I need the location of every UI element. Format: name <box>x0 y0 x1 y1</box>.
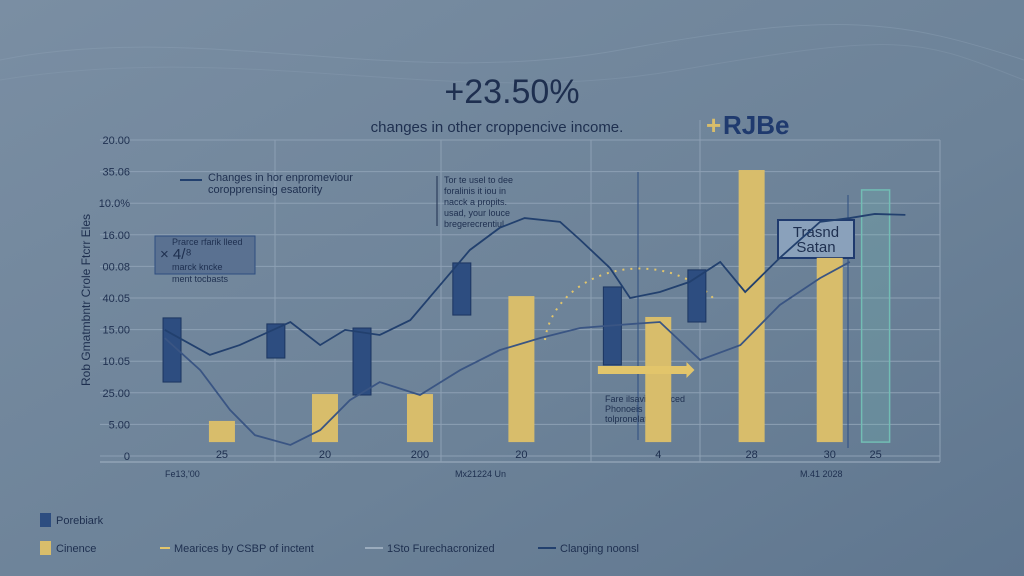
y-tick-label: 20.00 <box>102 135 130 147</box>
annotation: Tor te usel to dee <box>444 175 513 185</box>
decor-wave <box>0 24 1024 64</box>
chart-title: +23.50% <box>444 73 579 111</box>
line <box>164 261 851 446</box>
box <box>508 296 535 443</box>
x-tick-label: 30 <box>824 449 836 461</box>
box <box>208 420 235 443</box>
x-tick-label: 28 <box>746 449 758 461</box>
annotation: Fare ilsaviay theced <box>605 394 685 404</box>
decor-wave <box>0 44 1024 84</box>
legend-label: Mearices by CSBP of inctent <box>174 543 314 555</box>
middle-note: Tor te usel to dee foralinis it iou in n… <box>436 175 513 229</box>
box <box>266 323 286 359</box>
annotation: foralinis it iou in <box>444 186 506 196</box>
annotation: nacck a propits. <box>444 197 507 207</box>
y-tick-label: 15.00 <box>102 325 130 337</box>
x-tick-label: 200 <box>411 449 429 461</box>
x-note: M.41 2028 <box>800 469 843 479</box>
legend-swatch <box>40 513 51 527</box>
annotation: marck kncke <box>172 262 223 272</box>
x-tick-label: 20 <box>515 449 527 461</box>
legend-label: Cinence <box>56 543 96 555</box>
y-tick-label: 35.06 <box>102 167 130 179</box>
box <box>452 262 472 316</box>
box <box>311 394 338 443</box>
highlight-bar <box>860 189 891 443</box>
y-tick-label: 0 <box>124 451 130 463</box>
annotation: × 4/⁸ <box>160 246 192 263</box>
chart-subtitle: changes in other croppencive income. <box>371 119 624 136</box>
box <box>738 170 765 443</box>
annotation: Prarce rfarik lleed <box>172 237 243 247</box>
box <box>406 394 433 443</box>
box <box>687 269 707 323</box>
legend-label: Porebiark <box>56 515 104 527</box>
x-note: Mx21224 Un <box>455 469 506 479</box>
box <box>645 316 672 443</box>
box <box>816 257 843 443</box>
line <box>164 213 906 356</box>
annotation: coropprensing esatority <box>208 184 323 196</box>
y-tick-label: 5.00 <box>109 419 130 431</box>
annotation: Satan <box>796 239 835 256</box>
legend-label: 1Sto Furechacronized <box>387 543 495 555</box>
y-tick-label: 10.0% <box>99 198 130 210</box>
annotation: tolpronelats <box>605 414 652 424</box>
x-tick-label: 25 <box>869 449 881 461</box>
x-tick-label: 20 <box>319 449 331 461</box>
logo-plus: + <box>706 110 721 140</box>
y-axis-title: Rob Gmatmbntr Crole Ftcrr Eles <box>79 214 93 386</box>
x-tick-label: 4 <box>655 449 661 461</box>
legend-label: Clanging noonsl <box>560 543 639 555</box>
annotation: ment tocbasts <box>172 274 229 284</box>
y-tick-label: 40.05 <box>102 293 130 305</box>
legend-swatch <box>40 541 51 555</box>
annotation-box <box>154 235 256 275</box>
annotation: bregerecrentiul <box>444 219 504 229</box>
arrow <box>597 362 695 379</box>
x-tick-label: 25 <box>216 449 228 461</box>
y-tick-label: 10.05 <box>102 356 130 368</box>
annotation: usad, your louce <box>444 208 510 218</box>
x-note: Fe13,'00 <box>165 469 200 479</box>
annotation-box <box>777 219 855 259</box>
annotation: Phonoeis is tjith <box>605 404 668 414</box>
y-tick-label: 16.00 <box>102 230 130 242</box>
box <box>352 327 372 396</box>
y-tick-label: 25.00 <box>102 388 130 400</box>
box <box>162 317 182 383</box>
logo: RJBe <box>723 110 789 140</box>
y-tick-label: 00.08 <box>102 261 130 273</box>
annotation: Changes in hor enpromeviour <box>208 172 353 184</box>
